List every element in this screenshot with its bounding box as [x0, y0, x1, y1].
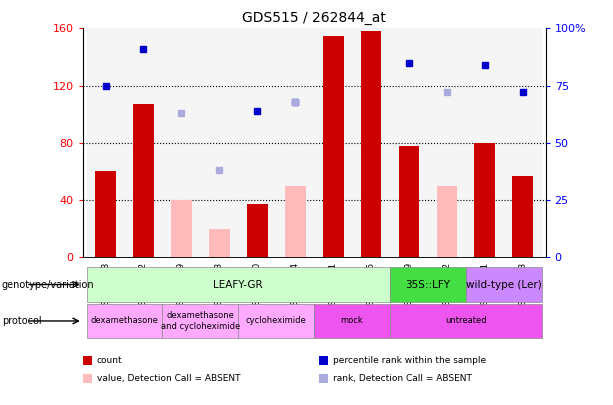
Text: 35S::LFY: 35S::LFY — [405, 279, 451, 290]
Bar — [436, 185, 457, 257]
Text: value, Detection Call = ABSENT: value, Detection Call = ABSENT — [97, 374, 240, 383]
Bar — [86, 28, 124, 257]
Bar — [352, 28, 390, 257]
Text: protocol: protocol — [2, 316, 42, 326]
Bar — [200, 28, 238, 257]
Text: LEAFY-GR: LEAFY-GR — [213, 279, 263, 290]
Bar — [124, 28, 162, 257]
Bar — [86, 304, 162, 338]
Bar — [314, 28, 352, 257]
Bar — [95, 171, 116, 257]
Text: untreated: untreated — [445, 316, 487, 326]
Bar — [504, 28, 542, 257]
Bar — [86, 267, 390, 302]
Bar — [247, 204, 268, 257]
Bar — [162, 28, 200, 257]
Title: GDS515 / 262844_at: GDS515 / 262844_at — [242, 11, 386, 25]
Bar — [360, 31, 381, 257]
Text: wild-type (Ler): wild-type (Ler) — [466, 279, 542, 290]
Bar — [466, 28, 504, 257]
Bar — [398, 146, 419, 257]
Bar — [466, 267, 542, 302]
Text: dexamethasone
and cycloheximide: dexamethasone and cycloheximide — [161, 311, 240, 330]
Bar — [390, 304, 542, 338]
Bar — [428, 28, 466, 257]
Bar — [285, 185, 306, 257]
Text: percentile rank within the sample: percentile rank within the sample — [333, 356, 486, 364]
Text: dexamethasone: dexamethasone — [91, 316, 158, 326]
Text: genotype/variation: genotype/variation — [2, 279, 94, 290]
Bar — [474, 143, 495, 257]
Bar — [390, 267, 466, 302]
Bar — [512, 176, 533, 257]
Bar — [238, 304, 314, 338]
Bar — [322, 36, 343, 257]
Bar — [314, 304, 390, 338]
Bar — [390, 28, 428, 257]
Bar — [162, 304, 238, 338]
Bar — [171, 200, 192, 257]
Bar — [238, 28, 276, 257]
Text: mock: mock — [341, 316, 364, 326]
Text: count: count — [97, 356, 123, 364]
Text: cycloheximide: cycloheximide — [246, 316, 306, 326]
Bar — [209, 228, 230, 257]
Text: rank, Detection Call = ABSENT: rank, Detection Call = ABSENT — [333, 374, 472, 383]
Bar — [276, 28, 314, 257]
Bar — [133, 104, 154, 257]
